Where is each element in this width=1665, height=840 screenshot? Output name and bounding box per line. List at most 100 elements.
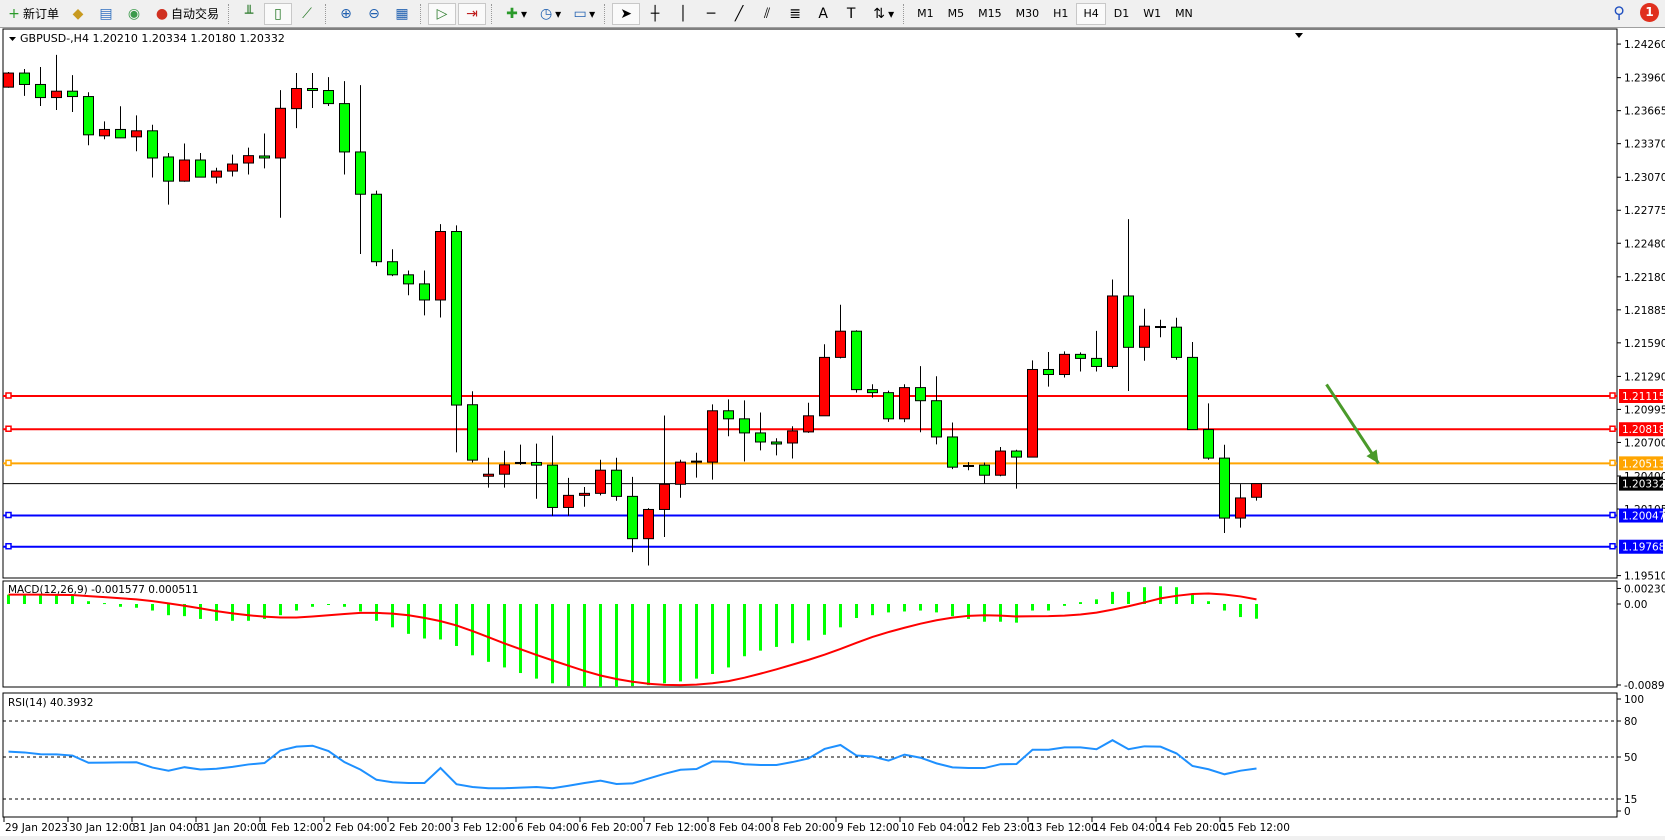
- toolbar-separator: [491, 3, 494, 24]
- candle-up: [227, 163, 238, 172]
- periods-button[interactable]: ◷ ▾: [533, 3, 565, 25]
- candle-up: [1027, 368, 1038, 458]
- status-strip: [0, 836, 1665, 840]
- candle-up: [1155, 326, 1166, 329]
- timeframe-h1[interactable]: H1: [1053, 7, 1069, 20]
- macd-histogram-bar: [407, 604, 410, 634]
- macd-tick-label: 0.002308: [1624, 583, 1665, 595]
- macd-histogram-bar: [487, 604, 490, 662]
- candle-up: [803, 415, 814, 433]
- rsi-tick-label: 15: [1624, 794, 1637, 806]
- arrows-icon: ⇅: [873, 5, 885, 22]
- search-icon[interactable]: ⚲: [1613, 3, 1625, 22]
- level-price-label: 1.21115: [1622, 391, 1665, 403]
- candle-up: [787, 430, 798, 444]
- rsi-label: RSI(14) 40.3932: [8, 697, 93, 709]
- time-tick-label: 14 Feb 20:00: [1157, 822, 1226, 834]
- macd-histogram-bar: [855, 604, 858, 618]
- bar-chart-icon: ╨: [244, 5, 254, 22]
- timeframe-m1[interactable]: M1: [917, 7, 934, 20]
- templates-button[interactable]: ▭ ▾: [567, 3, 599, 25]
- candle-down: [915, 387, 926, 402]
- macd-histogram-bar: [263, 604, 266, 619]
- candle-up: [243, 155, 254, 164]
- vertical-line-button[interactable]: │: [670, 3, 696, 25]
- candle-down: [339, 103, 350, 153]
- chart-title: GBPUSD-,H4 1.20210 1.20334 1.20180 1.203…: [20, 32, 285, 45]
- vertical-line-icon: │: [678, 5, 688, 22]
- new-order-button[interactable]: + 新订单: [1, 3, 63, 25]
- zoom-in-button[interactable]: ⊕: [333, 3, 359, 25]
- candle-up: [643, 508, 654, 540]
- equidistant-channel-button[interactable]: ⫽: [754, 3, 780, 25]
- price-tick-label: 1.24260: [1624, 39, 1665, 51]
- text-label-button[interactable]: T: [838, 3, 864, 25]
- trendline-icon: ╱: [734, 5, 744, 22]
- macd-histogram-bar: [615, 604, 618, 688]
- history-button[interactable]: ◆: [65, 3, 91, 25]
- timeframe-m5[interactable]: M5: [947, 7, 965, 20]
- timeframe-mn[interactable]: MN: [1175, 7, 1193, 20]
- chart-shift-button[interactable]: ⇥: [458, 2, 487, 25]
- arrows-button[interactable]: ⇅ ▾: [866, 3, 898, 25]
- timeframe-w1[interactable]: W1: [1143, 7, 1162, 20]
- folder-icon: ◆: [72, 5, 84, 22]
- timeframe-m15[interactable]: M15: [978, 7, 1002, 20]
- time-tick-label: 10 Feb 04:00: [901, 822, 970, 834]
- candle-up: [963, 464, 974, 467]
- candle-up: [1059, 353, 1070, 376]
- trendline-button[interactable]: ╱: [726, 3, 752, 25]
- auto-trading-icon: ●: [155, 5, 169, 22]
- candle-down: [979, 464, 990, 476]
- auto-scroll-button[interactable]: ▷: [428, 2, 457, 25]
- candle-down: [195, 159, 206, 178]
- rsi-tick-label: 0: [1624, 806, 1631, 818]
- candlestick-chart-button[interactable]: ▯: [264, 2, 293, 25]
- macd-histogram-bar: [167, 604, 170, 616]
- macd-histogram-bar: [887, 604, 890, 613]
- line-chart-button[interactable]: ⟋: [294, 3, 320, 25]
- line-chart-icon: ⟋: [302, 5, 312, 22]
- macd-histogram-bar: [247, 604, 250, 621]
- macd-histogram-bar: [199, 604, 202, 619]
- candle-up: [291, 87, 302, 110]
- candle-up: [275, 107, 286, 159]
- macd-histogram-bar: [279, 604, 282, 616]
- timeframe-d1[interactable]: D1: [1113, 7, 1130, 20]
- indicators-button[interactable]: ✚ ▾: [499, 3, 531, 25]
- candle-down: [1219, 457, 1230, 519]
- candle-down: [371, 193, 382, 263]
- price-tick-label: 1.19510: [1624, 571, 1665, 583]
- notification-badge[interactable]: 1: [1640, 3, 1659, 22]
- bar-chart-button[interactable]: ╨: [236, 3, 262, 25]
- zoom-out-button[interactable]: ⊖: [361, 3, 387, 25]
- candle-down: [723, 410, 734, 420]
- crosshair-button[interactable]: ┼: [642, 3, 668, 25]
- macd-tick-label: 0.00: [1624, 599, 1647, 611]
- text-button[interactable]: A: [810, 3, 836, 25]
- signals-button[interactable]: ◉: [121, 3, 147, 25]
- fibonacci-button[interactable]: ≣: [782, 3, 808, 25]
- level-handle-right: [1609, 392, 1616, 399]
- toolbar-separator: [604, 3, 607, 24]
- candle-up: [179, 159, 190, 182]
- rsi-panel: [2, 692, 1618, 818]
- macd-histogram-bar: [743, 604, 746, 657]
- tile-windows-button[interactable]: ▦: [389, 3, 415, 25]
- auto-trading-button[interactable]: ● 自动交易: [149, 3, 223, 25]
- cursor-button[interactable]: ➤: [612, 2, 641, 25]
- time-tick-label: 2 Feb 20:00: [389, 822, 451, 834]
- rsi-tick-label: 50: [1624, 752, 1637, 764]
- timeframe-h4[interactable]: H4: [1076, 2, 1106, 25]
- macd-histogram-bar: [599, 604, 602, 688]
- candle-down: [627, 495, 638, 540]
- level-handle-right: [1609, 425, 1616, 432]
- horizontal-line-button[interactable]: ─: [698, 3, 724, 25]
- candle-down: [947, 436, 958, 468]
- timeframe-m30[interactable]: M30: [1015, 7, 1040, 20]
- price-tick-label: 1.20995: [1624, 404, 1665, 416]
- market-watch-button[interactable]: ▤: [93, 3, 119, 25]
- main-panel: [2, 28, 1618, 579]
- macd-histogram-bar: [503, 604, 506, 668]
